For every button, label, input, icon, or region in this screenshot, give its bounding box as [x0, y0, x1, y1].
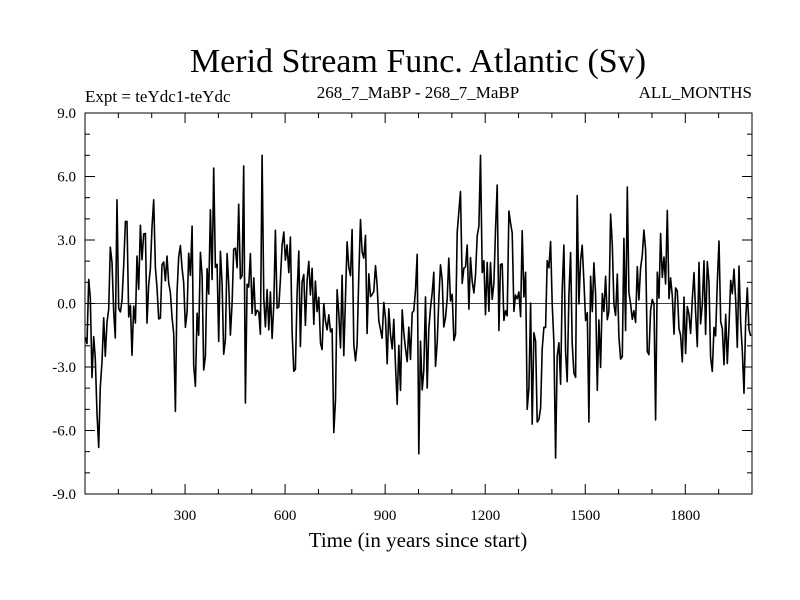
y-tick-label: -6.0 [52, 424, 76, 440]
x-tick-label: 1800 [670, 508, 700, 524]
x-tick-label: 1200 [470, 508, 500, 524]
series-layer [84, 154, 752, 459]
y-tick-label: -9.0 [52, 487, 76, 503]
y-tick-label: -3.0 [52, 360, 76, 376]
y-tick-label: 9.0 [57, 106, 76, 122]
x-tick-label: 1500 [570, 508, 600, 524]
series-line [84, 154, 752, 459]
x-axis-label: Time (in years since start) [309, 528, 528, 552]
x-tick-label: 600 [274, 508, 297, 524]
months-label: ALL_MONTHS [639, 83, 752, 102]
chart-title: Merid Stream Func. Atlantic (Sv) [190, 43, 646, 80]
tick-layer [85, 113, 752, 494]
y-tick-label-layer: 9.0 6.0 3.0 0.0 -3.0 -6.0 -9.0 [52, 106, 76, 503]
y-tick-label: 0.0 [57, 297, 76, 313]
x-tick-label-layer: 300 600 900 1200 1500 1800 [174, 508, 700, 524]
y-tick-label: 6.0 [57, 170, 76, 186]
x-tick-label: 300 [174, 508, 197, 524]
experiment-label: Expt = teYdc1-teYdc [85, 87, 231, 106]
y-tick-label: 3.0 [57, 233, 76, 249]
plot-frame [84, 112, 753, 495]
x-tick-label: 900 [374, 508, 397, 524]
period-label: 268_7_MaBP - 268_7_MaBP [317, 83, 519, 102]
